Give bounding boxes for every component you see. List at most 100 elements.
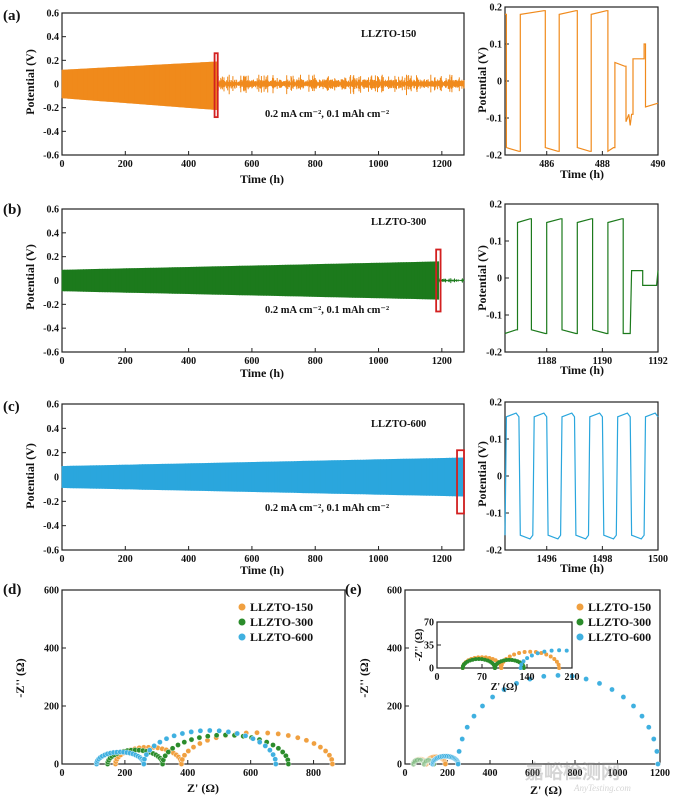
y-tick-label-a: 0.4 [47,32,60,43]
data-point-d-LLZTO-600 [267,747,273,753]
ylabel-b: Potential (V) [23,244,37,310]
x-tick-label-d: 800 [306,768,321,779]
x-tick-label-c_zoom: 1500 [648,554,668,565]
inset-data-point-LLZTO-300 [470,657,475,662]
plot-e-area: 0 200 400 600 800 1000 1200 0 200 400 600 LLZTO-150… [387,586,670,780]
x-tick-label-e: 400 [483,768,498,779]
panel-c-zoom: 1496 1498 1500 -0.2 -0.1 0 0.1 0.2 Time (h) Pot… [475,398,668,576]
x-tick-label-c: 800 [308,554,323,565]
panel-e: 0 200 400 600 800 1000 1200 0 200 400 600 LLZTO-150… [345,582,670,797]
test-condition-a: 0.2 mA cm⁻², 0.1 mAh cm⁻² [265,109,389,120]
highlight-box-b [435,248,442,313]
x-tick-label-c: 600 [244,554,259,565]
data-point-d-LLZTO-150 [317,744,324,750]
data-point-d-LLZTO-600 [242,733,249,739]
data-point-d-LLZTO-300 [181,739,188,745]
data-point-d-LLZTO-600 [225,729,232,735]
data-point-d-LLZTO-150 [197,740,203,747]
x-tick-label-b: 1200 [432,356,452,367]
y-tick-label-b: 0.4 [47,228,60,239]
data-point-d-LLZTO-150 [311,740,317,747]
data-point-e-LLZTO-600 [569,673,576,680]
x-tick-label-c: 1000 [369,554,389,565]
data-point-d-LLZTO-600 [262,743,269,749]
data-point-d-LLZTO-300 [204,733,211,740]
legend-marker-e [576,618,584,626]
plot-frame-a_zoom [504,6,659,156]
inset-data-point-LLZTO-600 [564,648,569,653]
x-tick-label-d: 200 [117,768,132,779]
y-tick-label-a: 0.6 [47,9,60,20]
x-tick-label-a: 1000 [369,159,389,170]
y-tick-label-c_zoom: 0 [497,472,502,483]
data-point-e-LLZTO-600 [527,676,533,682]
data-point-e-LLZTO-600 [609,686,615,693]
legend-label-e: LLZTO-300 [588,615,651,629]
y-tick-label-a_zoom: -0.2 [486,151,502,162]
data-point-d-LLZTO-600 [272,761,279,767]
x-tick-label-b: 1000 [369,356,389,367]
data-point-d-LLZTO-600 [188,729,194,735]
y-tick-label-c_zoom: -0.2 [486,546,502,557]
y-tick-label-e-inset: 70 [424,618,434,629]
x-tick-label-c: 400 [181,554,196,565]
y-tick-label-a: -0.6 [43,151,59,162]
data-point-d-LLZTO-600 [151,743,157,749]
data-point-e-LLZTO-600 [479,703,486,709]
y-tick-label-e: 0 [397,760,402,771]
x-tick-label-e-inset: 140 [520,672,535,683]
y-tick-label-c: -0.6 [43,546,59,557]
y-tick-label-e: 400 [387,644,402,655]
inset-data-point-LLZTO-600 [542,649,547,654]
inset-data-point-LLZTO-150 [499,662,504,667]
inset-data-point-LLZTO-300 [521,666,526,670]
x-tick-label-a: 800 [308,159,323,170]
plot-frame-c_zoom [504,401,659,551]
post-failure-trace-a [216,74,465,96]
xlabel-a: Time (h) [240,172,284,186]
x-tick-label-c: 200 [118,554,133,565]
panel-a: 0 200 400 600 800 1000 1200 -0.6 -0.4 -0.2 0 0.2 0.4… [3,8,465,186]
x-tick-label-e-inset: 0 [435,672,440,683]
highlight-box-c [456,449,465,515]
y-tick-label-c_zoom: 0.2 [490,398,503,409]
data-point-d-LLZTO-300 [213,732,220,739]
data-point-d-LLZTO-150 [185,748,192,754]
data-point-d-LLZTO-600 [141,756,148,763]
y-tick-label-c: 0 [54,473,59,484]
y-tick-label-c_zoom: 0.1 [490,435,503,446]
data-point-d-LLZTO-600 [216,728,222,734]
panel-label-c: (c) [3,399,20,415]
data-point-e-LLZTO-600 [541,673,547,680]
data-point-d-LLZTO-300 [162,753,168,759]
y-tick-label-a: -0.2 [43,103,59,114]
post-failure-trace-b [438,278,465,284]
x-tick-label-a: 600 [244,159,259,170]
x-tick-label-c: 1200 [432,554,452,565]
data-point-d-LLZTO-600 [272,756,279,763]
cycling-trace-a [61,61,218,110]
data-point-d-LLZTO-300 [169,745,176,752]
y-tick-label-b_zoom: -0.2 [486,348,502,359]
data-point-d-LLZTO-150 [254,729,260,736]
legend-marker-d [238,618,246,626]
legend-marker-d [238,603,246,611]
panel-label-e: (e) [345,582,362,598]
x-tick-label-e-inset: 70 [477,672,487,683]
data-point-d-LLZTO-300 [285,761,292,767]
cycling-trace-b [61,261,440,300]
y-tick-label-c: -0.2 [43,497,59,508]
data-point-d-LLZTO-150 [181,752,188,759]
data-point-e-LLZTO-600 [620,694,627,700]
cycling-trace-c [61,457,462,497]
data-point-e-LLZTO-600 [630,703,637,709]
panel-b-zoom: 1188 1190 1192 -0.2 -0.1 0 0.1 0.2 Time (h) Pot… [475,200,668,378]
plot-d-area: 0 200 400 600 800 0 200 400 600 LLZTO-150LLZTO-30… [44,586,346,779]
y-tick-label-b_zoom: 0.2 [490,200,503,211]
ylabel-c: Potential (V) [23,443,37,509]
y-tick-label-a: 0 [54,80,59,91]
y-tick-label-e: 200 [387,702,402,713]
x-tick-label-a_zoom: 490 [651,159,666,170]
y-tick-label-d: 200 [44,702,59,713]
y-tick-label-c: -0.4 [43,521,59,532]
